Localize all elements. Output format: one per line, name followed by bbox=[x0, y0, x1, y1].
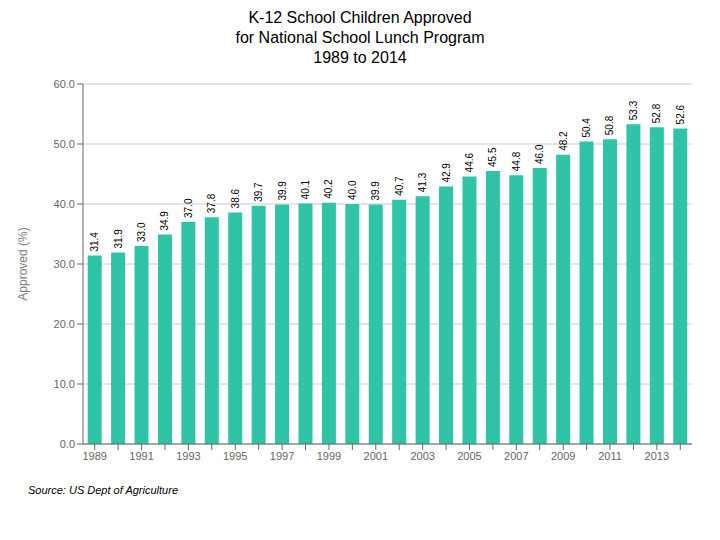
svg-text:Approved (%): Approved (%) bbox=[16, 227, 30, 300]
svg-text:42.9: 42.9 bbox=[441, 163, 452, 183]
svg-text:33.0: 33.0 bbox=[136, 222, 147, 242]
svg-text:1995: 1995 bbox=[223, 450, 247, 462]
svg-text:1993: 1993 bbox=[176, 450, 200, 462]
svg-text:34.9: 34.9 bbox=[159, 211, 170, 231]
svg-text:2005: 2005 bbox=[457, 450, 481, 462]
svg-text:2001: 2001 bbox=[364, 450, 388, 462]
svg-text:41.3: 41.3 bbox=[417, 172, 428, 192]
svg-text:1989: 1989 bbox=[82, 450, 106, 462]
svg-text:1997: 1997 bbox=[270, 450, 294, 462]
svg-text:40.0: 40.0 bbox=[54, 198, 75, 210]
svg-text:37.8: 37.8 bbox=[206, 193, 217, 213]
html-text:Source: US Dept of Agriculture: Source: US Dept of Agriculture bbox=[28, 484, 178, 496]
svg-text:39.7: 39.7 bbox=[253, 182, 264, 202]
svg-text:2011: 2011 bbox=[598, 450, 622, 462]
svg-text:2009: 2009 bbox=[551, 450, 575, 462]
svg-text:44.8: 44.8 bbox=[511, 151, 522, 171]
svg-text:40.0: 40.0 bbox=[347, 180, 358, 200]
svg-text:46.0: 46.0 bbox=[534, 144, 545, 164]
svg-text:53.3: 53.3 bbox=[628, 100, 639, 120]
html-text:for National School Lunch Prog: for National School Lunch Program bbox=[235, 29, 485, 46]
html-text:1989 to 2014: 1989 to 2014 bbox=[313, 49, 407, 66]
svg-text:30.0: 30.0 bbox=[54, 258, 75, 270]
svg-text:50.8: 50.8 bbox=[604, 115, 615, 135]
svg-text:1999: 1999 bbox=[317, 450, 341, 462]
svg-text:37.0: 37.0 bbox=[183, 198, 194, 218]
svg-text:40.1: 40.1 bbox=[300, 179, 311, 199]
svg-text:31.9: 31.9 bbox=[113, 229, 124, 249]
svg-text:50.4: 50.4 bbox=[581, 118, 592, 138]
svg-text:50.0: 50.0 bbox=[54, 138, 75, 150]
svg-text:60.0: 60.0 bbox=[54, 78, 75, 90]
svg-text:2007: 2007 bbox=[504, 450, 528, 462]
svg-text:38.6: 38.6 bbox=[230, 188, 241, 208]
svg-text:48.2: 48.2 bbox=[558, 131, 569, 151]
svg-text:39.9: 39.9 bbox=[370, 181, 381, 201]
svg-text:20.0: 20.0 bbox=[54, 318, 75, 330]
svg-text:45.5: 45.5 bbox=[487, 147, 498, 167]
svg-text:39.9: 39.9 bbox=[277, 181, 288, 201]
svg-text:2003: 2003 bbox=[410, 450, 434, 462]
svg-text:52.6: 52.6 bbox=[675, 104, 686, 124]
svg-text:40.7: 40.7 bbox=[394, 176, 405, 196]
svg-text:31.4: 31.4 bbox=[89, 232, 100, 252]
svg-text:40.2: 40.2 bbox=[323, 179, 334, 199]
svg-text:44.6: 44.6 bbox=[464, 152, 475, 172]
svg-text:1991: 1991 bbox=[129, 450, 153, 462]
html-text:K-12 School Children Approved: K-12 School Children Approved bbox=[248, 9, 472, 26]
svg-text:2013: 2013 bbox=[645, 450, 669, 462]
svg-text:52.8: 52.8 bbox=[651, 103, 662, 123]
svg-text:0.0: 0.0 bbox=[60, 438, 75, 450]
svg-text:10.0: 10.0 bbox=[54, 378, 75, 390]
